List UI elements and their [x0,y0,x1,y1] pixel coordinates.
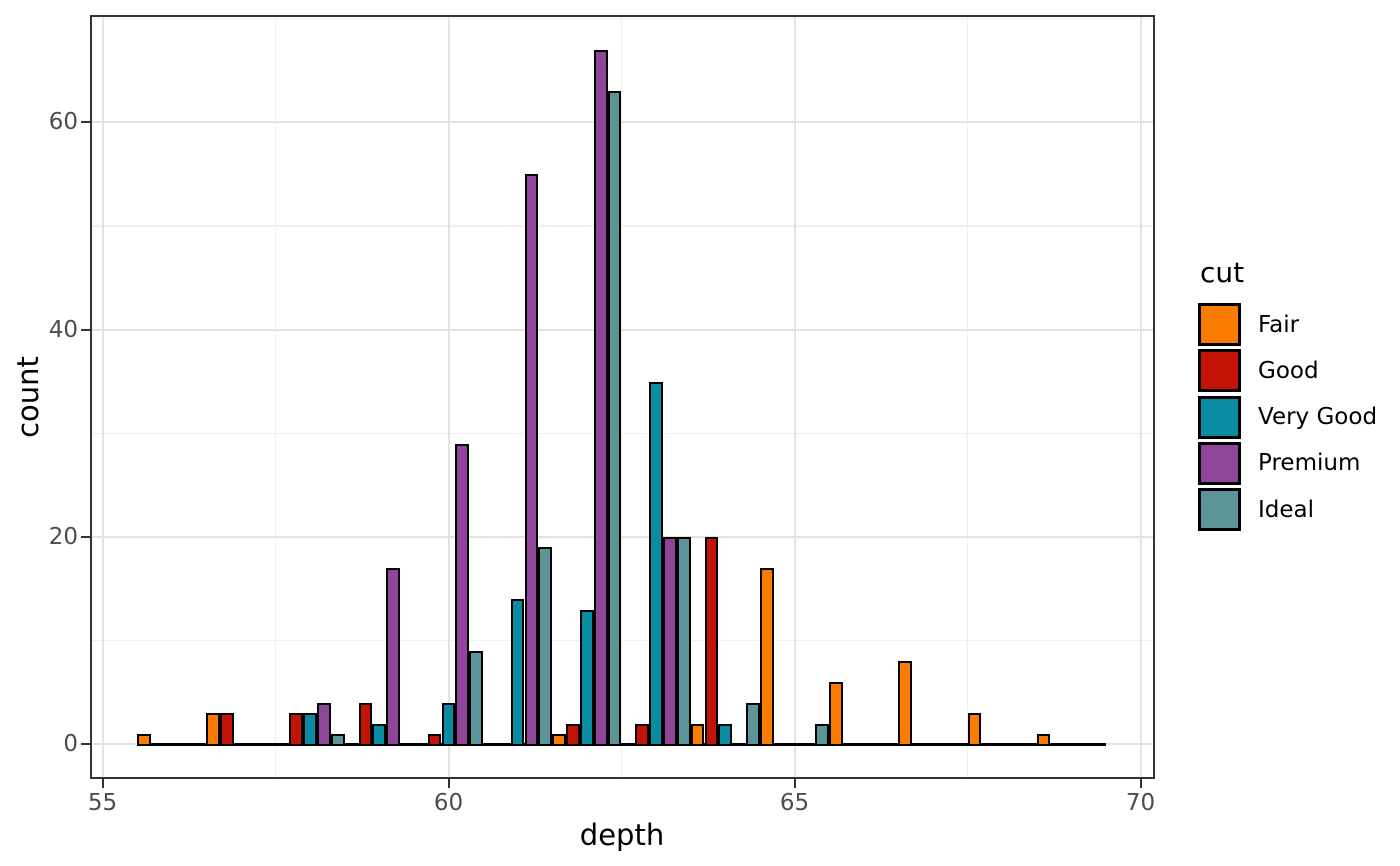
gridline [92,121,1153,124]
bar-fair-68 [967,713,982,747]
legend-title: cut [1200,256,1245,289]
bar-very-good-60 [441,702,456,747]
gridline [92,432,1153,434]
legend-items: Fair Good Very Good Premium Ideal [1198,303,1378,532]
gridline [966,17,969,777]
bar-fair-64 [690,723,705,747]
bar-ideal-58 [330,733,345,747]
bar-fair-67 [898,661,913,747]
x-tick-label: 60 [433,790,464,816]
bar-fair-69 [1036,733,1051,747]
x-tick-mark [447,779,450,788]
gridline [92,225,1153,227]
legend-label-fair: Fair [1258,311,1300,338]
bar-ideal-62 [607,91,622,747]
bar-very-good-63 [649,381,663,747]
gridline [92,328,1153,331]
gridline [101,17,104,777]
bar-very-good-62 [579,609,594,747]
gridline [447,17,450,777]
legend-label-good: Good [1258,357,1319,384]
legend-key-fair [1198,303,1241,346]
histogram-baseline [137,743,1106,747]
bar-good-64 [704,536,719,747]
legend-key-premium [1198,441,1241,485]
x-tick-mark [101,779,104,788]
bar-ideal-63 [676,536,691,747]
bar-fair-62 [552,733,567,747]
gridline [620,17,623,777]
bar-ideal-65 [815,723,829,747]
y-tick-label: 60 [48,109,78,136]
y-tick-mark [81,328,90,331]
bar-good-62 [566,723,580,747]
gridline [92,17,1153,20]
gridline [92,535,1153,538]
gridline [274,17,277,777]
bar-premium-61 [524,174,539,747]
legend-label-premium: Premium [1258,450,1361,477]
x-tick-label: 65 [779,790,810,816]
bar-good-59 [358,702,373,747]
y-tick-mark [81,121,90,124]
x-tick-mark [793,779,796,788]
y-tick-label: 0 [63,731,78,758]
y-tick-mark [81,535,90,538]
x-axis-title: depth [579,818,665,852]
legend-item-ideal: Ideal [1198,488,1377,532]
y-tick-label: 20 [48,523,78,550]
bar-very-good-59 [372,723,387,747]
y-tick-label: 40 [48,316,78,343]
plot-panel [90,15,1155,779]
legend-item-fair: Fair [1198,303,1377,346]
y-axis-title: count [11,356,45,438]
legend-item-premium: Premium [1198,441,1377,485]
gridline [1139,17,1142,777]
legend-item-good: Good [1198,349,1377,393]
legend-key-very-good [1198,395,1241,439]
bar-very-good-64 [718,723,733,747]
bar-premium-59 [386,568,400,747]
gridline [793,17,796,777]
bar-premium-60 [455,443,470,747]
legend-key-good [1198,349,1241,393]
bar-premium-62 [593,49,608,747]
bar-fair-56 [137,733,151,747]
bar-premium-58 [317,702,331,747]
legend-label-ideal: Ideal [1258,496,1315,523]
legend-item-very-good: Very Good [1198,395,1378,439]
bar-fair-57 [206,713,221,747]
bar-good-63 [635,723,650,747]
bar-very-good-58 [303,713,317,747]
bar-ideal-61 [538,547,553,747]
legend: cut Fair Good Very Good Premium Ideal [1198,256,1377,534]
bar-premium-63 [663,536,677,747]
bar-fair-66 [829,682,843,747]
legend-label-very-good: Very Good [1258,404,1378,431]
gridline [92,639,1153,642]
bar-ideal-64 [746,702,760,747]
y-tick-mark [81,743,90,746]
bar-good-57 [220,713,234,747]
x-tick-label: 55 [87,790,118,816]
legend-key-ideal [1198,488,1241,532]
x-tick-mark [1139,779,1142,788]
bar-ideal-60 [469,651,483,747]
bar-fair-65 [759,568,774,747]
bar-good-60 [427,733,442,747]
x-tick-label: 70 [1125,790,1156,816]
bar-good-58 [289,713,304,747]
bar-very-good-61 [510,599,525,747]
